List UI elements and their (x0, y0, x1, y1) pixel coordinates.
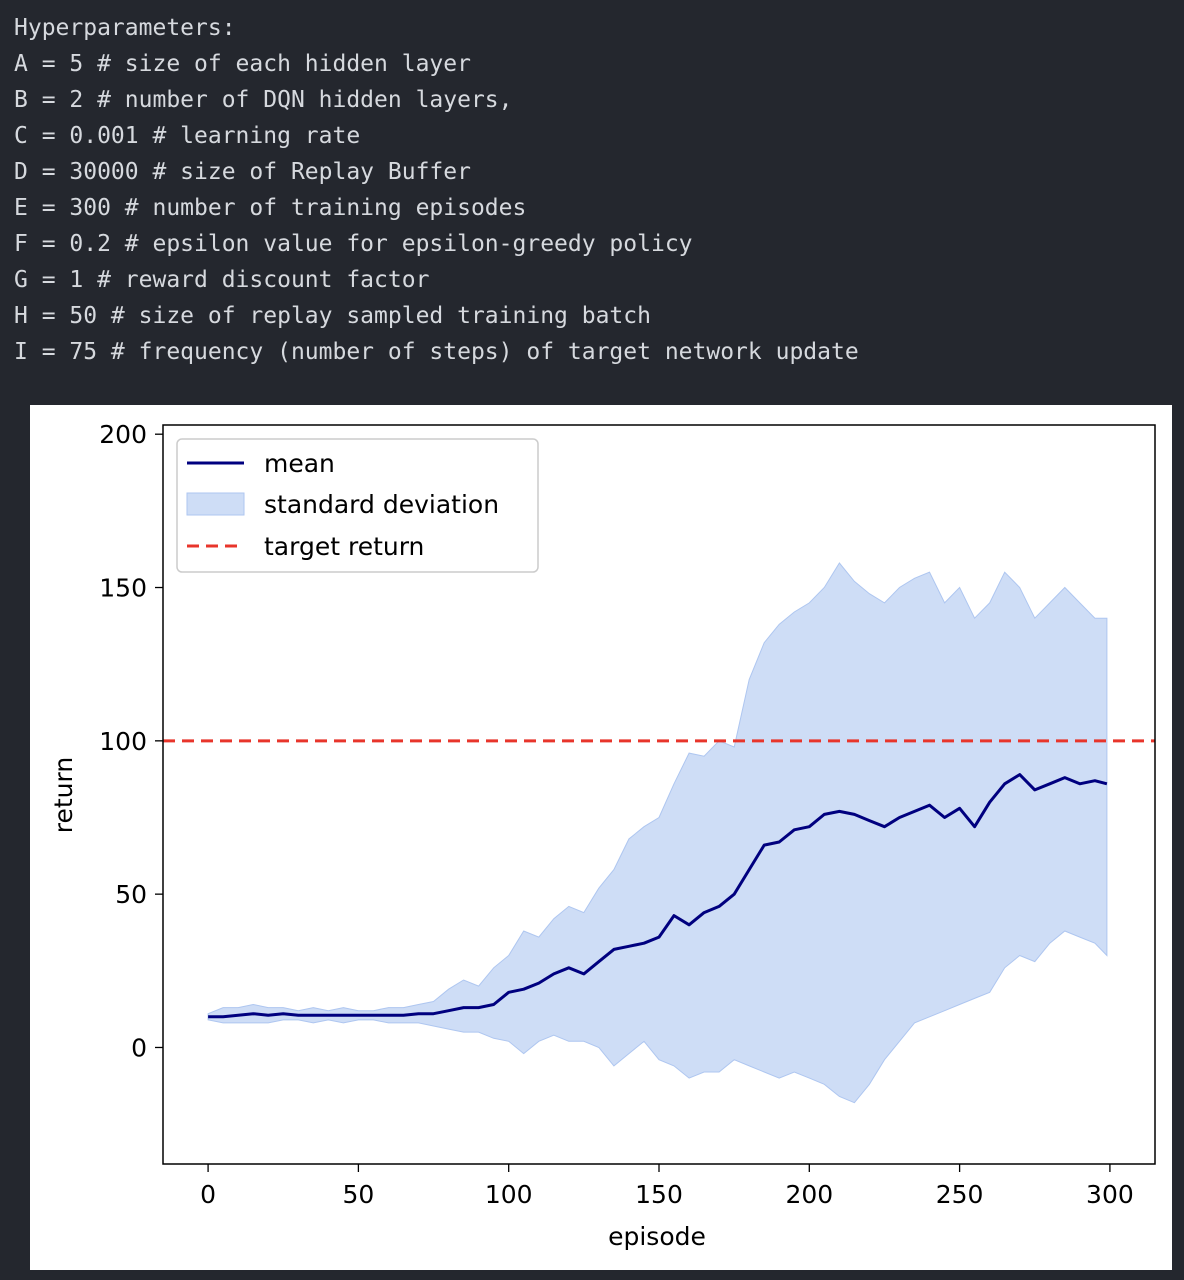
y-tick-label: 100 (99, 727, 147, 756)
x-axis-label: episode (608, 1222, 706, 1251)
code-line: Hyperparameters: (14, 15, 236, 41)
code-line: D = 30000 # size of Replay Buffer (14, 159, 471, 185)
code-text: Hyperparameters: A = 5 # size of each hi… (14, 10, 859, 370)
code-line: G = 1 # reward discount factor (14, 267, 430, 293)
legend-label: target return (264, 532, 424, 561)
code-line: E = 300 # number of training episodes (14, 195, 527, 221)
legend-swatch-std (186, 492, 245, 516)
code-cell: Hyperparameters: A = 5 # size of each hi… (0, 0, 1184, 400)
y-tick-label: 0 (131, 1033, 147, 1062)
x-tick-label: 0 (200, 1180, 216, 1209)
code-line: F = 0.2 # epsilon value for epsilon-gree… (14, 231, 693, 257)
y-tick-label: 150 (99, 574, 147, 603)
x-tick-label: 300 (1086, 1180, 1134, 1209)
x-tick-label: 100 (485, 1180, 533, 1209)
y-axis-label: return (49, 757, 78, 833)
y-tick-label: 200 (99, 420, 147, 449)
legend-label: standard deviation (264, 490, 499, 519)
chart: 0 50 100 150 200 250 300 0 50 100 150 200 episode r… (49, 420, 1156, 1251)
plot-output: 0 50 100 150 200 250 300 0 50 100 150 200 episode r… (30, 405, 1172, 1270)
y-tick-label: 50 (115, 880, 147, 909)
legend-label: mean (264, 449, 335, 478)
code-line: I = 75 # frequency (number of steps) of … (14, 339, 859, 365)
x-tick-label: 200 (785, 1180, 833, 1209)
code-line: B = 2 # number of DQN hidden layers, (14, 87, 513, 113)
x-tick-label: 250 (936, 1180, 984, 1209)
code-line: H = 50 # size of replay sampled training… (14, 303, 651, 329)
mean-line (208, 773, 1108, 1019)
std-band (207, 562, 1108, 1104)
x-tick-label: 50 (342, 1180, 374, 1209)
code-line: C = 0.001 # learning rate (14, 123, 361, 149)
x-tick-label: 150 (635, 1180, 683, 1209)
code-line: A = 5 # size of each hidden layer (14, 51, 471, 77)
legend-box (176, 438, 539, 573)
